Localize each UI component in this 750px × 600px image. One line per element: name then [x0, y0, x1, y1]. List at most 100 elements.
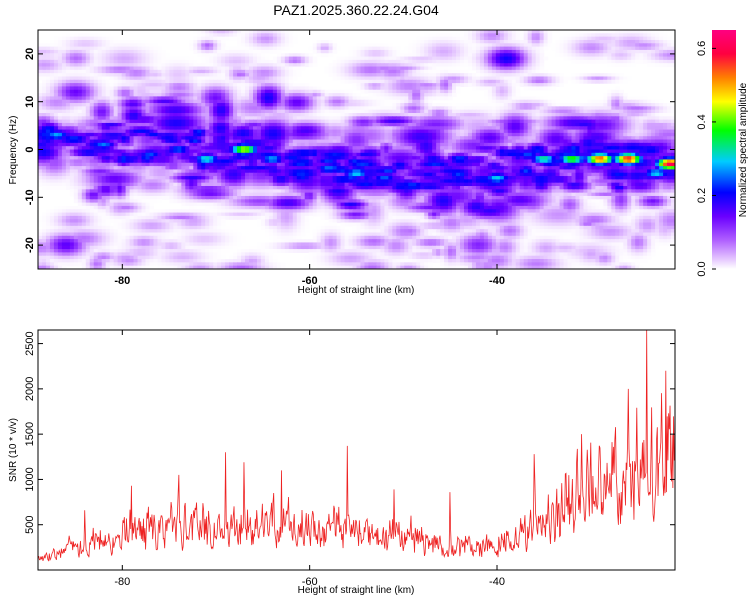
heatmap-cell	[607, 46, 612, 51]
heatmap-cell	[527, 46, 533, 51]
heatmap-cell	[221, 56, 226, 61]
heatmap-cell	[491, 39, 497, 44]
heatmap-cell	[213, 49, 218, 54]
heatmap-cell	[205, 59, 210, 64]
heatmap-cell	[161, 56, 166, 61]
heatmap-cell	[424, 59, 429, 64]
heatmap-cell	[603, 43, 608, 48]
heatmap-cell	[57, 59, 63, 64]
heatmap-cell	[463, 36, 469, 41]
heatmap-cell	[579, 43, 585, 48]
heatmap-cell	[667, 39, 672, 44]
heatmap-cell	[559, 83, 565, 88]
heatmap-cell	[272, 59, 278, 64]
heatmap-cell	[241, 56, 246, 61]
heatmap-cell	[619, 49, 624, 54]
heatmap-cell	[495, 36, 501, 41]
heatmap-cell	[643, 46, 648, 51]
heatmap-cell	[440, 36, 445, 41]
heatmap-cell	[523, 43, 529, 48]
heatmap-cell	[89, 33, 95, 38]
heatmap-cell	[332, 59, 338, 64]
heatmap-cell	[312, 46, 318, 51]
heatmap-cell	[420, 46, 425, 51]
heatmap-cell	[77, 59, 83, 64]
heatmap-cell	[249, 56, 254, 61]
heatmap-cell	[241, 49, 246, 54]
heatmap-cell	[392, 49, 397, 54]
heatmap-cell	[157, 46, 163, 51]
heatmap-cell	[81, 33, 87, 38]
heatmap-cell	[611, 43, 616, 48]
heatmap-cell	[276, 39, 282, 44]
heatmap-cell	[591, 33, 596, 38]
heatmap-cell	[400, 59, 405, 64]
heatmap-cell	[627, 43, 632, 48]
heatmap-cell	[245, 43, 250, 48]
heatmap-cell	[463, 63, 469, 68]
heatmap-cell	[615, 46, 620, 51]
heatmap-cell	[412, 56, 417, 61]
heatmap-cell	[471, 53, 477, 58]
heatmap-cell	[511, 46, 517, 51]
heatmap-cell	[113, 63, 119, 68]
heatmap-cell	[579, 30, 585, 34]
heatmap-cell	[531, 33, 537, 38]
heatmap-cell	[237, 46, 242, 51]
heatmap-cell	[38, 46, 43, 51]
heatmap-cell	[392, 56, 397, 61]
heatmap-cell	[245, 53, 250, 58]
heatmap-cell	[479, 86, 485, 91]
heatmap-cell	[97, 53, 103, 58]
heatmap-cell	[61, 49, 67, 54]
heatmap-cell	[89, 39, 95, 44]
heatmap-cell	[587, 49, 592, 54]
heatmap-cell	[511, 56, 517, 61]
heatmap-cell	[483, 39, 489, 44]
heatmap-cell	[547, 36, 553, 41]
heatmap-cell	[651, 53, 656, 58]
heatmap-cell	[264, 36, 270, 41]
heatmap-cell	[229, 56, 234, 61]
heatmap-cell	[543, 43, 549, 48]
heatmap-cell	[213, 53, 218, 58]
heatmap-cell	[483, 59, 489, 64]
heatmap-cell	[65, 36, 71, 41]
heatmap-cell	[336, 56, 342, 61]
heatmap-cell	[456, 89, 461, 94]
heatmap-cell	[547, 33, 553, 38]
heatmap-cell	[579, 53, 585, 58]
heatmap-cell	[229, 46, 234, 51]
heatmap-cell	[579, 56, 585, 61]
heatmap-cell	[527, 33, 533, 38]
heatmap-cell	[619, 36, 624, 41]
heatmap-cell	[444, 49, 449, 54]
heatmap-cell	[129, 43, 135, 48]
heatmap-cell	[639, 49, 644, 54]
heatmap-cell	[539, 30, 545, 34]
heatmap-cell	[213, 43, 218, 48]
heatmap-cell	[587, 79, 592, 84]
heatmap-cell	[93, 36, 99, 41]
heatmap-cell	[527, 39, 533, 44]
heatmap-cell	[595, 56, 600, 61]
heatmap-cell	[479, 46, 485, 51]
heatmap-cell	[627, 46, 632, 51]
heatmap-cell	[591, 36, 596, 41]
heatmap-cell	[460, 46, 465, 51]
heatmap-cell	[125, 46, 131, 51]
heatmap-cell	[280, 43, 286, 48]
heatmap-cell	[280, 56, 286, 61]
heatmap-cell	[260, 33, 266, 38]
heatmap-cell	[201, 53, 206, 58]
heatmap-cell	[101, 59, 107, 64]
heatmap-cell	[77, 43, 83, 48]
heatmap-cell	[133, 56, 139, 61]
heatmap-cell	[197, 36, 202, 41]
heatmap-cell	[627, 39, 632, 44]
heatmap-cell	[647, 33, 652, 38]
heatmap-cell	[280, 46, 286, 51]
heatmap-cell	[113, 59, 119, 64]
heatmap-cell	[599, 56, 604, 61]
heatmap-cell	[197, 59, 202, 64]
